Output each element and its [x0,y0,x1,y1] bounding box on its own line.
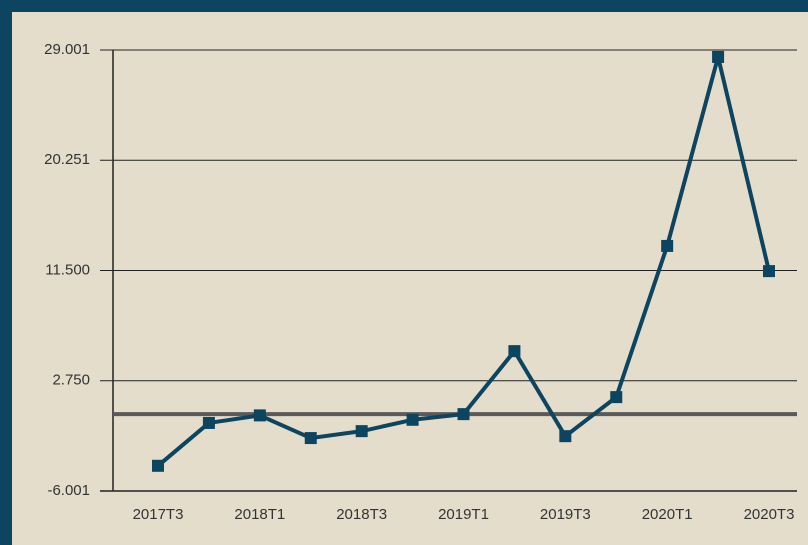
point-marker [763,265,775,278]
x-tick-label: 2020T1 [642,506,693,523]
y-tick-label: -6.001 [47,482,90,499]
point-marker [661,239,674,252]
point-marker [610,391,623,404]
point-marker [457,408,470,421]
x-tick-label: 2018T1 [234,506,285,523]
y-tick-label: 29.001 [44,41,90,58]
x-tick-label: 2019T1 [438,506,489,523]
x-tick-label: 2019T3 [540,506,591,523]
y-tick-label: 2.750 [52,372,90,389]
point-marker [304,432,317,445]
y-tick-label: 11.500 [45,261,90,278]
point-marker [253,409,266,422]
y-tick-label: 20.251 [44,151,90,168]
point-marker [152,459,164,472]
plot-background [12,12,808,545]
point-marker [202,416,215,429]
point-marker [406,413,419,426]
point-marker [559,430,572,443]
x-tick-label: 2020T3 [744,506,795,523]
point-marker [508,345,521,358]
point-marker [355,425,368,438]
x-tick-label: 2017T3 [133,506,184,523]
point-marker [712,50,725,63]
x-tick-label: 2018T3 [336,506,387,523]
